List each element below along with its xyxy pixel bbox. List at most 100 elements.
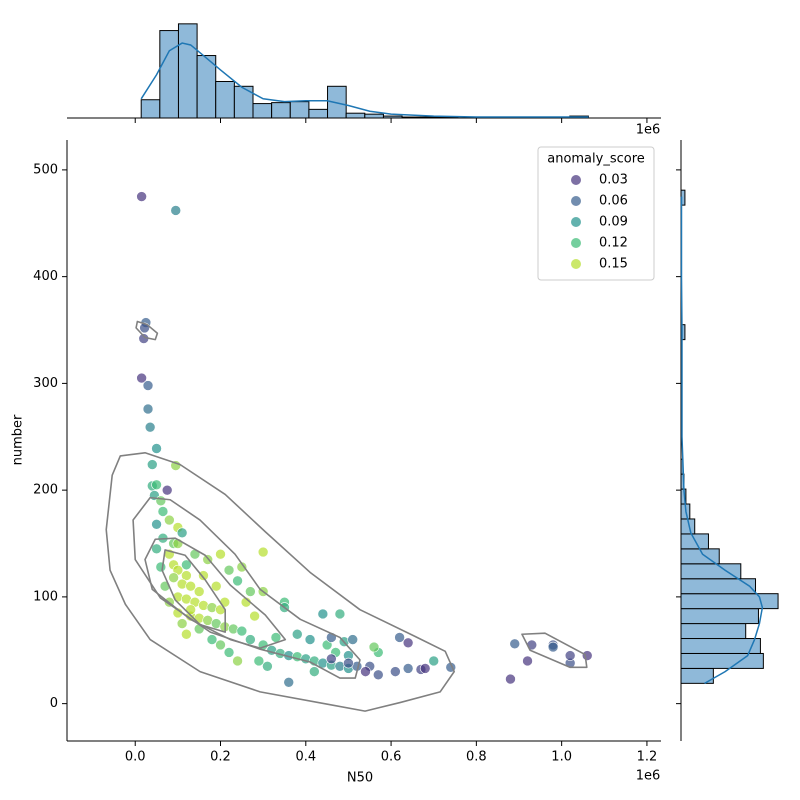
scatter-point [390, 666, 401, 677]
legend-label: 0.09 [599, 215, 628, 230]
scatter-point [257, 546, 269, 558]
scatter-point [215, 548, 226, 560]
scatter-point [334, 608, 346, 620]
scatter-point [232, 575, 243, 587]
histogram-bar [680, 578, 757, 595]
scatter-point [181, 559, 192, 571]
scatter-point [343, 657, 354, 669]
scatter-point [151, 543, 162, 555]
scatter-point [245, 586, 256, 597]
x-tick-label: 0.2 [210, 750, 231, 765]
scatter-point [151, 518, 162, 530]
kde-contour [161, 549, 227, 633]
scatter-point [136, 372, 147, 384]
histogram-bar [401, 116, 422, 119]
scatter-point [509, 638, 521, 650]
scatter-point [236, 561, 248, 573]
histogram-bar [680, 324, 686, 341]
scatter-point [262, 660, 273, 672]
legend-marker [571, 238, 581, 248]
scatter-point [146, 459, 158, 470]
legend-title: anomaly_score [547, 152, 645, 167]
x-tick-label: 1.2 [637, 750, 658, 765]
scatter-point [142, 380, 154, 391]
scatter-point [170, 205, 182, 216]
scatter-point [347, 634, 358, 645]
legend-label: 0.03 [599, 173, 628, 188]
histogram-bar [215, 80, 235, 119]
histogram-bar [364, 113, 384, 119]
y-axis-label: number [11, 414, 26, 465]
x-tick-label: 0.0 [125, 750, 146, 765]
kde-contour [135, 320, 159, 341]
kde-line [680, 196, 764, 685]
histogram-bar [420, 116, 440, 119]
legend-label: 0.06 [599, 194, 628, 209]
y-tick-label: 100 [33, 589, 58, 604]
scatter-point [198, 570, 209, 581]
scatter-point [151, 443, 162, 454]
scatter-point [142, 403, 154, 415]
scatter-point [168, 572, 179, 583]
legend-label: 0.15 [599, 257, 628, 272]
scatter-point [219, 596, 231, 608]
scatter-point [249, 610, 260, 622]
scatter-point [164, 514, 175, 526]
scatter-point [206, 634, 218, 645]
scatter-point [326, 653, 337, 665]
scatter-point [161, 484, 173, 496]
x-tick-label: 0.8 [466, 750, 487, 765]
scatter-point [155, 561, 167, 573]
histogram-bar [680, 563, 742, 580]
scatter-point [394, 632, 405, 643]
scatter-point [193, 586, 205, 597]
histogram-bar [159, 30, 179, 119]
legend-marker [571, 259, 581, 269]
scatter-point [232, 655, 243, 667]
scatter-point [185, 580, 196, 592]
scatter-point [402, 637, 414, 649]
histogram-bar [271, 102, 291, 119]
scatter-point [245, 634, 256, 645]
histogram-bar [177, 23, 198, 119]
scatter-point [309, 666, 320, 677]
y-tick-label: 500 [33, 162, 58, 177]
scatter-point [428, 655, 440, 667]
x-tick-label: 0.4 [295, 750, 316, 765]
scatter-point [547, 641, 559, 653]
scatter-point [223, 564, 235, 576]
scatter-point [223, 647, 235, 658]
scatter-point [176, 618, 188, 629]
scatter-point [210, 580, 222, 592]
histogram-bar [252, 103, 273, 119]
scatter-point [151, 479, 162, 491]
legend-label: 0.12 [599, 236, 628, 251]
scatter-point [136, 191, 147, 202]
kde-contour [144, 537, 287, 649]
scatter-point [372, 669, 384, 681]
histogram-bar [680, 623, 747, 640]
scatter-point [236, 625, 248, 637]
legend-marker [571, 217, 581, 227]
y-tick-label: 400 [33, 269, 58, 284]
scatter-point [304, 634, 316, 645]
legend-marker [571, 175, 581, 185]
histogram-bar [196, 55, 217, 119]
scatter-point [157, 506, 169, 517]
scatter-point [368, 641, 380, 653]
x-offset-label-top: 1e6 [636, 123, 661, 138]
kde-contour [521, 632, 588, 669]
scatter-point [176, 527, 188, 539]
x-axis-label: N50 [347, 771, 373, 786]
histogram-bar [289, 101, 310, 119]
legend-marker [571, 196, 581, 206]
scatter-point [581, 650, 593, 661]
y-tick-label: 300 [33, 376, 58, 391]
histogram-bar [233, 85, 254, 119]
scatter-point [360, 666, 371, 677]
histogram-bar [680, 608, 759, 625]
x-tick-label: 1.0 [551, 750, 572, 765]
scatter-point [419, 663, 431, 674]
scatter-point [215, 639, 226, 651]
